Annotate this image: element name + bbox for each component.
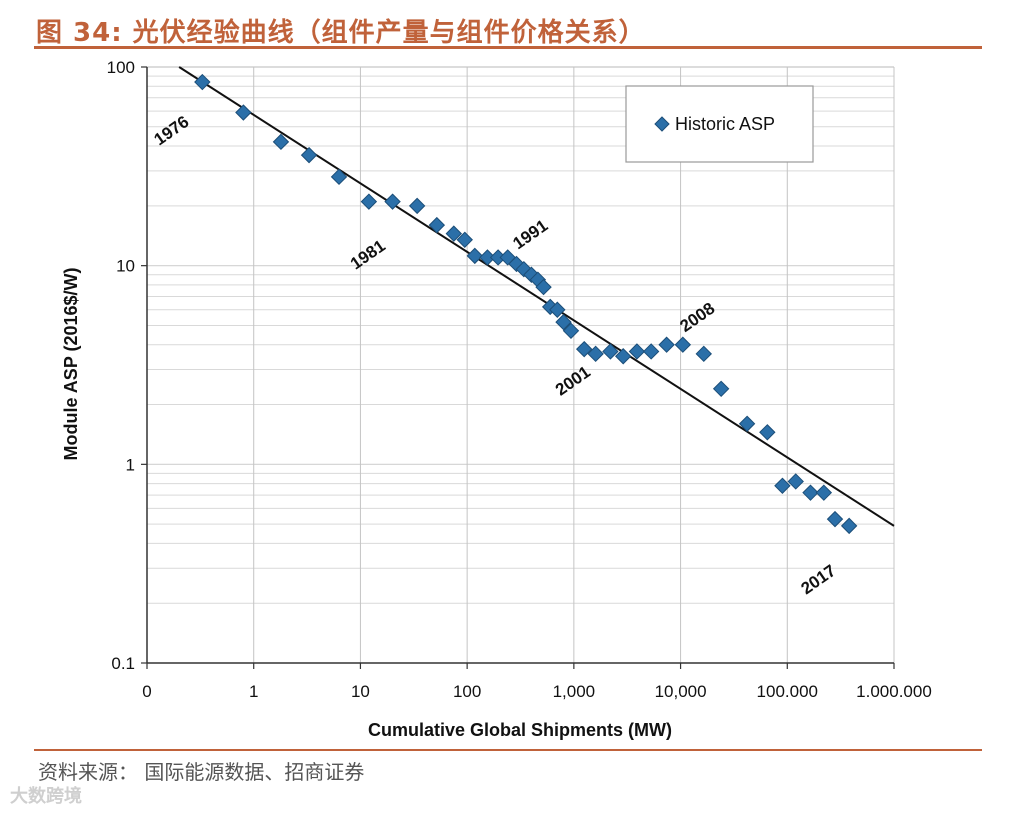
data-point	[628, 343, 646, 360]
footer-rule	[34, 749, 982, 751]
data-point	[535, 278, 552, 296]
data-point	[562, 322, 580, 340]
legend-marker	[654, 116, 670, 132]
x-tick-label: 100.000	[757, 682, 818, 701]
data-point	[642, 343, 660, 360]
data-point	[787, 473, 804, 490]
x-tick-labels: 0 1 10 100 1,000 10,000 100.000 1.000.000	[142, 682, 932, 701]
x-tick-label: 0	[142, 682, 151, 701]
year-annotation: 1991	[509, 216, 551, 253]
source-note: 资料来源： 国际能源数据、招商证券	[38, 760, 365, 784]
y-tick-label: 0.1	[111, 654, 135, 673]
data-point	[194, 73, 211, 91]
data-point	[674, 336, 692, 353]
x-axis-label: Cumulative Global Shipments (MW)	[368, 720, 672, 740]
data-point	[330, 168, 348, 186]
data-point	[602, 343, 619, 360]
x-tick-label: 1	[249, 682, 258, 701]
page-title: 图 34: 光伏经验曲线（组件产量与组件价格关系）	[36, 18, 646, 48]
trend-line	[178, 66, 895, 527]
data-point	[235, 104, 252, 121]
legend: Historic ASP	[625, 85, 814, 163]
data-points	[194, 73, 858, 535]
year-annotation: 2017	[797, 561, 839, 598]
y-tick-label: 10	[116, 257, 135, 276]
data-point	[575, 340, 593, 358]
x-tick-label: 1,000	[553, 682, 596, 701]
title-rule	[34, 46, 982, 49]
data-point	[360, 193, 378, 210]
x-tick-label: 10,000	[655, 682, 707, 701]
trend-line-segment	[178, 66, 895, 527]
data-point	[738, 415, 756, 432]
data-point	[466, 247, 484, 265]
data-point	[272, 133, 290, 151]
year-annotation: 2001	[552, 362, 594, 399]
y-tick-labels: 0.1 1 10 100	[107, 58, 135, 673]
data-point	[428, 216, 446, 234]
data-point	[802, 484, 819, 501]
data-point	[549, 301, 566, 318]
data-point	[614, 348, 632, 365]
data-point	[826, 510, 844, 528]
data-point	[456, 231, 473, 248]
y-axis-label: Module ASP (2016$/W)	[61, 267, 81, 460]
watermark: 大数跨境	[10, 786, 82, 807]
data-point	[759, 424, 776, 441]
data-point	[499, 249, 516, 266]
data-point	[695, 345, 712, 363]
data-point	[774, 477, 791, 494]
y-tick-label: 1	[126, 455, 135, 474]
axes	[141, 66, 895, 669]
data-point	[712, 380, 730, 398]
data-point	[384, 193, 401, 210]
y-tick-label: 100	[107, 58, 135, 77]
data-point	[587, 345, 604, 363]
data-point	[408, 197, 426, 215]
year-annotation: 1981	[347, 236, 389, 273]
data-point	[300, 146, 318, 164]
data-point	[840, 517, 858, 535]
legend-label: Historic ASP	[675, 114, 775, 134]
x-tick-label: 100	[453, 682, 481, 701]
data-point	[815, 484, 833, 501]
data-point	[658, 336, 675, 353]
x-tick-label: 10	[351, 682, 370, 701]
x-tick-label: 1.000.000	[856, 682, 932, 701]
data-point	[445, 225, 463, 242]
year-annotation: 1976	[151, 112, 193, 149]
data-point	[555, 313, 572, 331]
year-annotation: 2008	[676, 299, 718, 336]
